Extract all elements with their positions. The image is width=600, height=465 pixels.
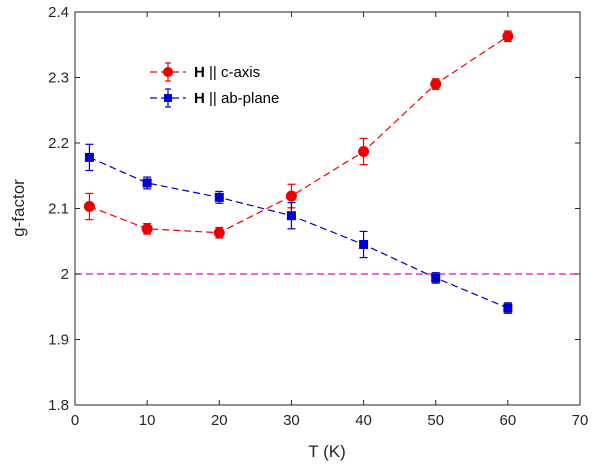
series-ab-plane	[84, 143, 513, 314]
data-point	[359, 240, 369, 250]
legend-label-rest: || ab-plane	[205, 90, 280, 107]
legend-label: H || c-axis	[194, 64, 260, 81]
data-point	[84, 152, 94, 162]
legend-entry-ab-plane: H || ab-plane	[150, 88, 279, 108]
legend-marker	[163, 67, 173, 77]
plot-area	[75, 12, 580, 405]
x-axis-label: T (K)	[308, 442, 345, 461]
legend-label-rest: || c-axis	[205, 64, 260, 81]
y-tick-label: 1.8	[48, 397, 69, 414]
legend-marker	[164, 94, 172, 102]
y-tick-label: 2	[61, 266, 69, 283]
data-point	[83, 201, 95, 213]
data-point	[430, 78, 442, 90]
x-tick-label: 60	[500, 412, 517, 429]
data-point	[431, 273, 441, 283]
data-point	[213, 227, 225, 239]
data-point	[285, 190, 297, 202]
data-point	[141, 223, 153, 235]
ticks-layer: 0 10 20 30 40 50 60 70 1.8 1.9 2 2.1 2.2 2.3 2.4	[48, 4, 588, 429]
y-tick-label: 2.4	[48, 4, 69, 21]
x-tick-label: 70	[572, 412, 589, 429]
x-tick-label: 0	[71, 412, 79, 429]
x-tick-label: 20	[211, 412, 228, 429]
data-point	[142, 178, 152, 188]
data-point	[358, 146, 370, 158]
series-c-axis	[83, 30, 514, 239]
x-tick-label: 40	[355, 412, 372, 429]
x-tick-label: 30	[283, 412, 300, 429]
y-tick-label: 2.3	[48, 70, 69, 87]
data-point	[214, 192, 224, 202]
y-tick-label: 2.2	[48, 135, 69, 152]
legend-label-bold: H	[194, 64, 205, 81]
data-point	[286, 211, 296, 221]
x-tick-label: 50	[427, 412, 444, 429]
x-tick-label: 10	[139, 412, 156, 429]
y-tick-label: 2.1	[48, 201, 69, 218]
legend-label: H || ab-plane	[194, 90, 279, 107]
legend-entry-c-axis: H || c-axis	[150, 62, 260, 82]
y-axis-label: g-factor	[9, 179, 28, 237]
data-point	[503, 303, 513, 313]
series-layer	[83, 30, 514, 314]
legend-label-bold: H	[194, 90, 205, 107]
y-tick-label: 1.9	[48, 332, 69, 349]
data-point	[502, 30, 514, 42]
